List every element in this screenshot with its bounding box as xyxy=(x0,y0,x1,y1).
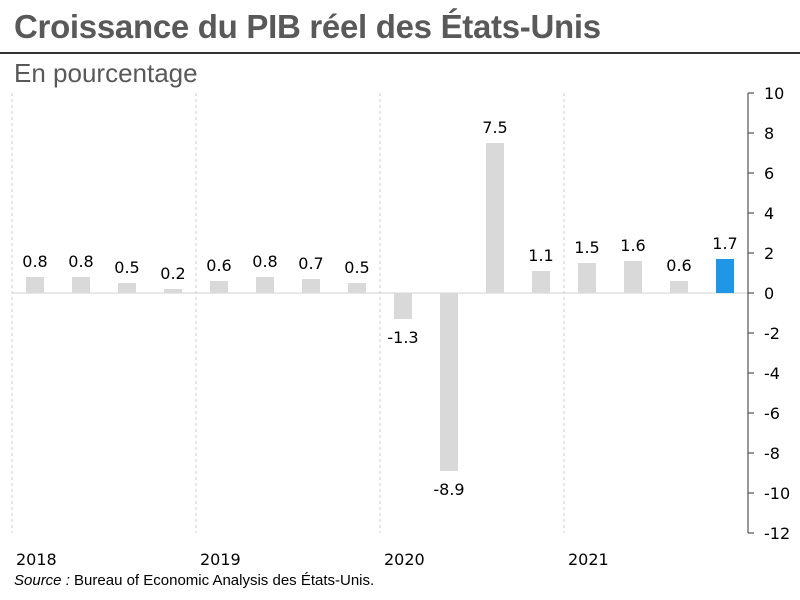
data-label: 0.7 xyxy=(298,254,323,273)
bar-8 xyxy=(348,283,366,293)
source-text: Bureau of Economic Analysis des États-Un… xyxy=(69,572,375,589)
title-rule xyxy=(0,52,800,54)
bar-2 xyxy=(72,277,90,293)
data-label: 1.1 xyxy=(528,246,553,265)
data-label: -8.9 xyxy=(433,480,464,499)
data-label: 0.8 xyxy=(22,252,47,271)
data-label: 7.5 xyxy=(482,118,507,137)
bar-4 xyxy=(164,289,182,293)
bar-10 xyxy=(440,293,458,471)
x-year-label: 2020 xyxy=(384,550,425,569)
y-tick-label: -4 xyxy=(764,364,780,383)
bar-3 xyxy=(118,283,136,293)
bar-12 xyxy=(532,271,550,293)
bar-5 xyxy=(210,281,228,293)
source-note: Source : Bureau of Economic Analysis des… xyxy=(14,572,374,589)
bar-13 xyxy=(578,263,596,293)
y-tick-label: -12 xyxy=(764,524,790,543)
data-label: 0.8 xyxy=(68,252,93,271)
data-label: 1.5 xyxy=(574,238,599,257)
data-label: -1.3 xyxy=(387,328,418,347)
data-label: 0.8 xyxy=(252,252,277,271)
bar-6 xyxy=(256,277,274,293)
y-tick-label: -10 xyxy=(764,484,790,503)
x-year-label: 2021 xyxy=(568,550,609,569)
y-tick-label: 4 xyxy=(764,204,774,223)
y-tick-label: 2 xyxy=(764,244,774,263)
y-tick-label: 8 xyxy=(764,124,774,143)
data-label: 1.6 xyxy=(620,236,645,255)
y-tick-label: 10 xyxy=(764,84,784,103)
bar-11 xyxy=(486,143,504,293)
bar-14 xyxy=(624,261,642,293)
chart-title: Croissance du PIB réel des États-Unis xyxy=(14,8,601,45)
data-label: 0.2 xyxy=(160,264,185,283)
x-year-label: 2018 xyxy=(16,550,57,569)
x-year-label: 2019 xyxy=(200,550,241,569)
data-label: 0.5 xyxy=(344,258,369,277)
bar-1 xyxy=(26,277,44,293)
data-label: 0.6 xyxy=(666,256,691,275)
y-tick-label: 0 xyxy=(764,284,774,303)
data-label: 0.5 xyxy=(114,258,139,277)
bar-7 xyxy=(302,279,320,293)
data-label: 0.6 xyxy=(206,256,231,275)
y-tick-label: -8 xyxy=(764,444,780,463)
bar-15 xyxy=(670,281,688,293)
source-label: Source : xyxy=(14,572,70,589)
chart-subtitle: En pourcentage xyxy=(14,58,198,88)
y-tick-label: -2 xyxy=(764,324,780,343)
bar-chart: 10 8 6 4 2 0 -2 -4 -6 -8 -10 -12 0.8 0.8 0.5 0.2 0.6 0.8 0… xyxy=(11,84,790,569)
bar-9 xyxy=(394,293,412,319)
data-label: 1.7 xyxy=(712,234,737,253)
y-tick-label: 6 xyxy=(764,164,774,183)
y-tick-label: -6 xyxy=(764,404,780,423)
bar-16 xyxy=(716,259,734,293)
